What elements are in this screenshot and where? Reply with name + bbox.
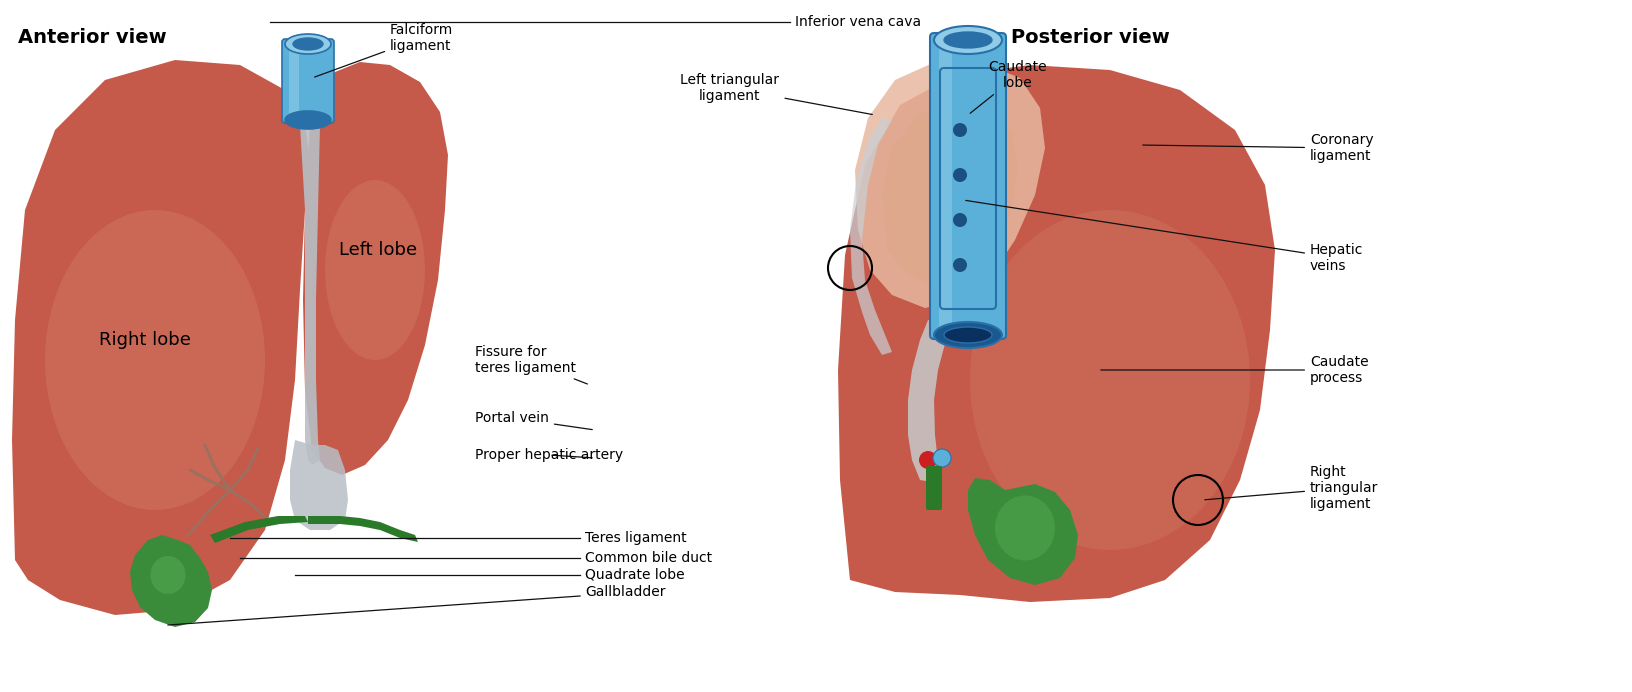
Ellipse shape [325,180,424,360]
Circle shape [953,213,966,227]
Ellipse shape [994,495,1054,561]
Text: Left triangular
ligament: Left triangular ligament [681,73,871,114]
Text: Right lobe: Right lobe [100,331,191,349]
Ellipse shape [934,26,1002,54]
Polygon shape [968,478,1077,585]
Polygon shape [289,46,299,116]
Ellipse shape [46,210,264,510]
FancyBboxPatch shape [925,466,942,510]
Circle shape [953,123,966,137]
Polygon shape [131,535,212,627]
Circle shape [953,168,966,182]
Ellipse shape [292,38,323,50]
Text: Coronary
ligament: Coronary ligament [1142,133,1373,163]
Text: Fissure for
teres ligament: Fissure for teres ligament [475,345,588,384]
Polygon shape [850,118,891,355]
Text: Teres ligament: Teres ligament [584,531,685,545]
Circle shape [953,258,966,272]
Circle shape [919,451,937,469]
Ellipse shape [969,210,1248,550]
Text: Posterior view: Posterior view [1010,28,1169,47]
FancyBboxPatch shape [282,39,335,123]
Polygon shape [855,62,1044,308]
Text: Left lobe: Left lobe [339,241,416,259]
Ellipse shape [943,327,991,343]
Text: Common bile duct: Common bile duct [584,551,712,565]
Text: Caudate
process: Caudate process [1100,355,1368,385]
Text: Gallbladder: Gallbladder [584,585,666,599]
Text: Caudate
lobe: Caudate lobe [969,60,1046,113]
Text: Anterior view: Anterior view [18,28,166,47]
Polygon shape [290,440,348,530]
Polygon shape [211,516,308,543]
Polygon shape [907,320,945,482]
Text: Quadrate lobe: Quadrate lobe [584,568,684,582]
Polygon shape [11,60,310,615]
Polygon shape [304,62,447,475]
Text: Proper hepatic artery: Proper hepatic artery [475,448,623,462]
Ellipse shape [286,34,331,54]
Text: Falciform
ligament: Falciform ligament [315,23,454,77]
Ellipse shape [934,322,1002,348]
Polygon shape [292,68,325,465]
Polygon shape [308,516,418,542]
Polygon shape [938,42,951,330]
Text: Inferior vena cava: Inferior vena cava [795,15,920,29]
Polygon shape [837,65,1275,602]
Text: Portal vein: Portal vein [475,411,592,430]
FancyBboxPatch shape [930,33,1005,339]
Ellipse shape [286,111,331,129]
Text: Hepatic
veins: Hepatic veins [965,201,1363,273]
Polygon shape [881,102,1017,285]
Ellipse shape [943,32,991,48]
Ellipse shape [150,556,186,594]
Text: Right
triangular
ligament: Right triangular ligament [1204,465,1377,511]
Circle shape [932,449,950,467]
